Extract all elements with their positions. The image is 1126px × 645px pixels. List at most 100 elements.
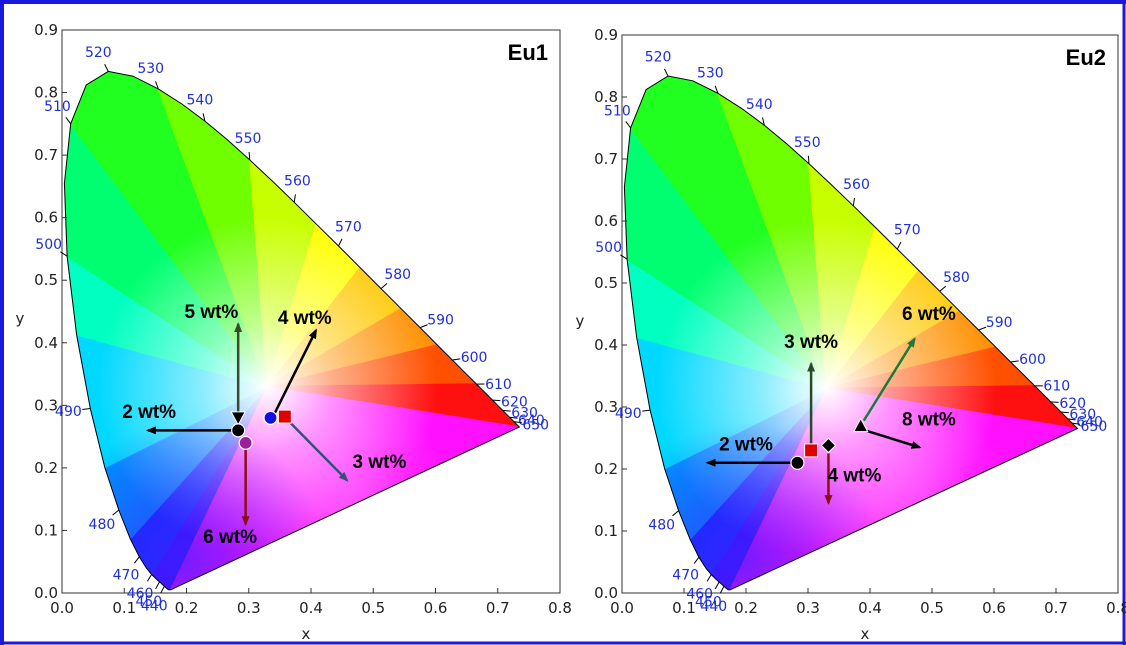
wavelength-label: 450 xyxy=(695,594,722,610)
wavelength-tick xyxy=(112,509,120,516)
x-tick-label: 0.0 xyxy=(50,599,74,617)
wavelength-label: 620 xyxy=(501,394,528,410)
wavelength-label: 500 xyxy=(595,240,622,256)
y-tick-label: 0.4 xyxy=(34,334,58,352)
wavelength-label: 580 xyxy=(943,270,970,286)
annotation-label: 4 wt% xyxy=(828,465,882,486)
wavelength-tick xyxy=(82,407,91,410)
panel-title: Eu2 xyxy=(1066,45,1106,70)
wavelength-tick xyxy=(714,581,720,590)
annotation-label: 3 wt% xyxy=(784,332,838,353)
data-point-marker xyxy=(804,443,819,458)
wavelength-tick xyxy=(452,358,461,361)
y-tick-label: 0.8 xyxy=(34,84,58,102)
wavelength-tick xyxy=(134,556,140,564)
data-point-marker xyxy=(820,437,837,454)
x-tick-label: 0.4 xyxy=(858,599,882,617)
y-tick-label: 0.4 xyxy=(594,336,618,354)
x-tick-label: 0.1 xyxy=(112,599,136,617)
wavelength-label: 480 xyxy=(648,518,675,534)
wavelength-tick xyxy=(338,238,343,247)
wavelength-tick xyxy=(807,155,810,164)
x-axis-title: x xyxy=(861,625,870,643)
wavelength-label: 590 xyxy=(427,313,454,329)
y-tick-label: 0.5 xyxy=(34,271,58,289)
wavelength-label: 490 xyxy=(55,404,82,420)
x-tick-label: 0.0 xyxy=(610,599,634,617)
wavelength-label: 560 xyxy=(284,174,311,190)
wavelength-label: 600 xyxy=(461,350,488,366)
y-tick-label: 0.6 xyxy=(34,209,58,227)
wavelength-label: 650 xyxy=(1081,419,1108,435)
y-tick-label: 0.1 xyxy=(594,522,618,540)
wavelength-tick xyxy=(155,581,160,590)
wavelength-tick xyxy=(642,409,651,412)
wavelength-tick xyxy=(65,117,72,125)
wavelength-tick xyxy=(160,585,165,594)
wavelength-tick xyxy=(155,81,159,90)
wavelength-label: 650 xyxy=(522,418,549,434)
wavelength-tick xyxy=(620,254,628,260)
wavelength-label: 540 xyxy=(187,93,214,109)
wavelength-tick xyxy=(1060,411,1069,414)
x-tick-label: 0.6 xyxy=(424,599,448,617)
wavelength-tick xyxy=(502,409,511,412)
wavelength-tick xyxy=(714,85,719,94)
wavelength-label: 600 xyxy=(1019,352,1046,368)
wavelength-tick xyxy=(762,117,765,126)
wavelength-tick xyxy=(896,241,902,250)
y-tick-label: 0.8 xyxy=(594,88,618,106)
wavelength-tick xyxy=(248,151,251,160)
panel-title: Eu1 xyxy=(508,40,548,65)
y-tick-label: 0.9 xyxy=(594,26,618,44)
wavelength-tick xyxy=(1010,360,1019,363)
wavelength-tick xyxy=(719,586,725,594)
annotation-arrow xyxy=(862,337,916,422)
wavelength-label: 510 xyxy=(604,103,631,119)
annotation-label: 2 wt% xyxy=(122,402,176,423)
wavelength-label: 610 xyxy=(1043,379,1070,395)
annotation-label: 6 wt% xyxy=(203,527,257,548)
wavelength-tick xyxy=(147,574,153,582)
y-tick-label: 0.3 xyxy=(594,398,618,416)
y-tick-label: 0.0 xyxy=(594,584,618,602)
y-axis-title: y xyxy=(576,312,585,330)
wavelength-label: 530 xyxy=(137,61,164,77)
wavelength-label: 480 xyxy=(89,517,116,533)
wavelength-tick xyxy=(293,194,296,203)
x-tick-label: 0.4 xyxy=(299,599,323,617)
y-tick-label: 0.1 xyxy=(34,521,58,539)
wavelength-tick xyxy=(672,510,679,517)
data-point-marker xyxy=(790,455,805,470)
wavelength-label: 460 xyxy=(127,586,154,602)
wavelength-tick xyxy=(60,251,68,257)
wavelength-label: 640 xyxy=(1076,415,1103,431)
wavelength-label: 580 xyxy=(384,267,411,283)
x-tick-label: 0.7 xyxy=(1044,599,1068,617)
y-tick-label: 0.7 xyxy=(594,150,618,168)
y-axis-title: y xyxy=(16,310,25,328)
wavelength-label: 540 xyxy=(746,97,773,113)
wavelength-tick xyxy=(978,326,987,331)
y-tick-label: 0.0 xyxy=(34,584,58,602)
wavelength-tick xyxy=(419,324,428,329)
y-tick-label: 0.9 xyxy=(34,21,58,39)
wavelength-tick xyxy=(663,68,669,77)
annotation-label: 6 wt% xyxy=(902,304,956,325)
wavelength-label: 550 xyxy=(794,135,821,151)
y-tick-label: 0.6 xyxy=(594,212,618,230)
wavelength-label: 640 xyxy=(518,413,545,429)
wavelength-label: 630 xyxy=(511,406,538,422)
wavelength-tick xyxy=(1072,422,1081,425)
data-point-marker xyxy=(277,409,292,424)
x-axis-title: x xyxy=(302,625,311,643)
annotation-label: 2 wt% xyxy=(719,434,773,455)
wavelength-label: 440 xyxy=(700,599,727,615)
y-tick-label: 0.3 xyxy=(34,396,58,414)
wavelength-label: 570 xyxy=(335,219,362,235)
x-tick-label: 0.5 xyxy=(361,599,385,617)
wavelength-tick xyxy=(513,421,522,424)
wavelength-tick xyxy=(693,556,700,564)
data-point-marker xyxy=(231,423,246,438)
